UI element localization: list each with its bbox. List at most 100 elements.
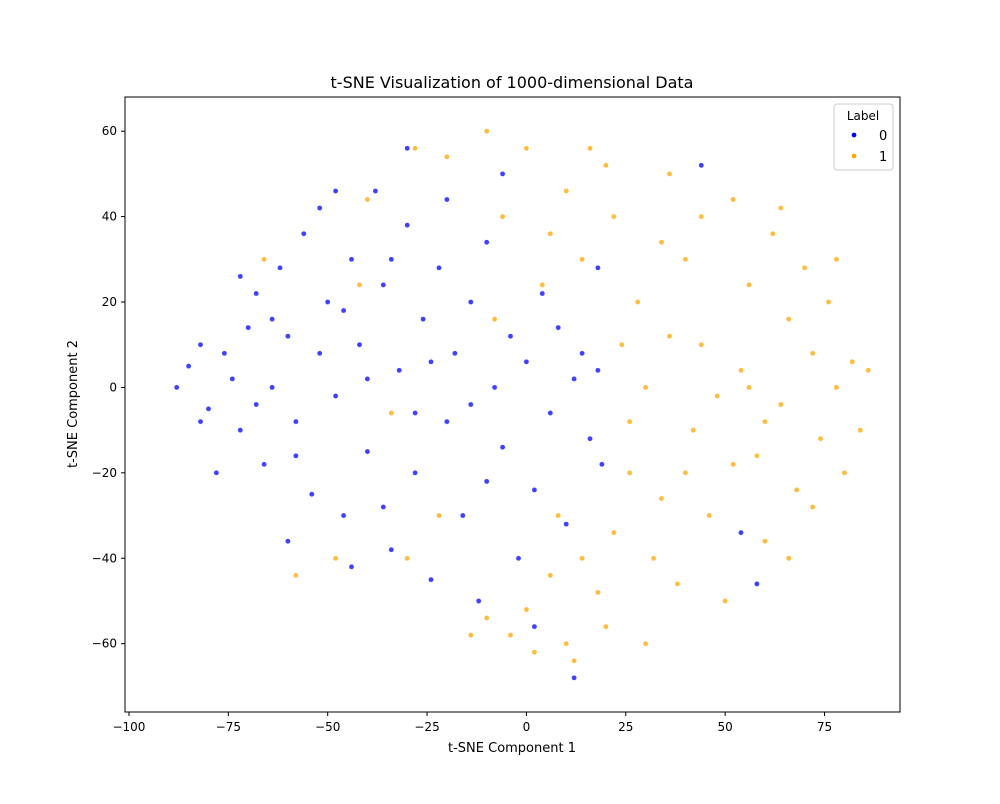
point-label-0-50 [587, 435, 593, 442]
point-label-0-52 [599, 461, 605, 468]
point-label-1-24 [833, 384, 840, 391]
point-label-1-70 [293, 572, 299, 579]
point-label-0-62 [269, 316, 275, 322]
point-label-1-56 [682, 469, 689, 476]
x-tick-label: 25 [618, 720, 633, 734]
point-label-1-74 [356, 282, 363, 288]
chart-title: t-SNE Visualization of 1000-dimensional … [331, 73, 694, 92]
point-label-1-61 [833, 256, 840, 263]
point-label-1-59 [730, 461, 736, 468]
point-label-1-48 [483, 615, 490, 621]
point-label-0-10 [277, 264, 283, 271]
point-label-1-5 [666, 171, 673, 177]
legend-marker-0 [851, 132, 857, 138]
point-label-1-33 [809, 504, 816, 510]
point-label-1-58 [785, 555, 792, 562]
point-label-1-49 [467, 632, 474, 638]
y-tick-label: −40 [92, 551, 117, 565]
legend-marker-1 [851, 153, 857, 159]
point-label-0-19 [340, 512, 347, 519]
point-label-1-67 [531, 649, 538, 656]
point-label-0-7 [237, 427, 244, 433]
point-label-0-69 [738, 529, 744, 536]
point-label-0-12 [285, 333, 291, 340]
point-label-0-1 [173, 384, 180, 391]
point-label-0-33 [452, 350, 458, 357]
point-label-0-79 [483, 478, 490, 485]
point-label-1-13 [738, 367, 744, 374]
point-label-0-60 [380, 504, 387, 510]
point-label-1-31 [714, 393, 721, 399]
point-label-0-38 [491, 384, 498, 391]
x-axis-ticks: −100 −75 −50 −25 0 25 50 75 [112, 712, 832, 734]
point-label-0-0 [185, 363, 192, 369]
point-label-0-57 [332, 188, 339, 194]
point-label-1-6 [682, 256, 689, 263]
point-label-0-35 [467, 299, 474, 305]
point-label-0-36 [475, 598, 482, 604]
point-label-1-8 [690, 427, 697, 433]
point-label-1-68 [507, 632, 514, 638]
point-label-0-61 [316, 350, 323, 357]
point-label-1-44 [642, 640, 649, 647]
point-label-0-39 [499, 444, 506, 451]
point-label-1-66 [571, 658, 577, 664]
point-label-1-51 [579, 555, 585, 562]
point-label-0-21 [356, 341, 363, 348]
point-label-0-59 [444, 196, 450, 203]
point-label-1-64 [658, 495, 665, 502]
point-label-1-50 [547, 572, 554, 579]
y-tick-label: 60 [102, 124, 117, 138]
point-label-0-2 [197, 341, 204, 348]
point-label-1-16 [770, 230, 776, 237]
point-label-0-26 [396, 367, 403, 374]
point-label-1-11 [730, 196, 736, 203]
point-label-1-53 [555, 512, 562, 519]
point-label-1-12 [746, 282, 752, 288]
point-label-0-16 [324, 299, 331, 305]
point-label-0-65 [467, 401, 474, 408]
point-label-0-13 [293, 418, 299, 425]
point-label-1-17 [785, 316, 792, 322]
point-label-1-36 [523, 145, 530, 152]
point-label-1-52 [611, 529, 617, 536]
y-tick-label: 40 [102, 210, 117, 224]
y-tick-label: −60 [92, 637, 117, 651]
point-label-0-31 [436, 264, 442, 271]
point-label-1-19 [793, 487, 800, 493]
point-label-0-27 [404, 222, 411, 228]
point-label-0-64 [412, 410, 418, 416]
point-label-1-0 [611, 213, 617, 220]
point-label-0-48 [571, 376, 577, 382]
point-label-1-20 [801, 264, 808, 271]
x-tick-label: −100 [112, 720, 145, 734]
y-axis-ticks: −60 −40 −20 0 20 40 60 [92, 124, 125, 651]
point-label-1-45 [603, 623, 609, 630]
point-label-1-23 [825, 299, 832, 305]
point-label-1-34 [603, 162, 609, 169]
point-label-0-17 [332, 393, 339, 399]
point-label-1-77 [436, 512, 442, 519]
point-label-0-44 [539, 290, 546, 297]
x-axis-label: t-SNE Component 1 [448, 741, 576, 756]
point-label-0-77 [197, 418, 204, 425]
point-label-0-32 [444, 418, 450, 425]
point-label-0-78 [428, 358, 434, 365]
point-label-1-15 [762, 538, 768, 545]
legend: Label 0 1 [833, 103, 894, 171]
point-label-0-56 [348, 564, 355, 570]
y-tick-label: −20 [92, 466, 117, 480]
point-label-1-18 [778, 401, 784, 408]
point-label-0-14 [300, 230, 307, 237]
point-label-1-22 [817, 435, 824, 442]
y-axis-label: t-SNE Component 2 [66, 340, 81, 468]
point-label-0-67 [571, 675, 577, 681]
point-label-1-43 [499, 213, 506, 220]
point-label-0-43 [531, 487, 538, 493]
point-label-1-38 [444, 153, 450, 160]
point-label-1-57 [746, 384, 752, 391]
point-label-1-76 [261, 256, 267, 263]
point-label-1-35 [563, 188, 570, 194]
point-label-0-72 [499, 171, 506, 177]
point-label-0-74 [340, 307, 347, 314]
